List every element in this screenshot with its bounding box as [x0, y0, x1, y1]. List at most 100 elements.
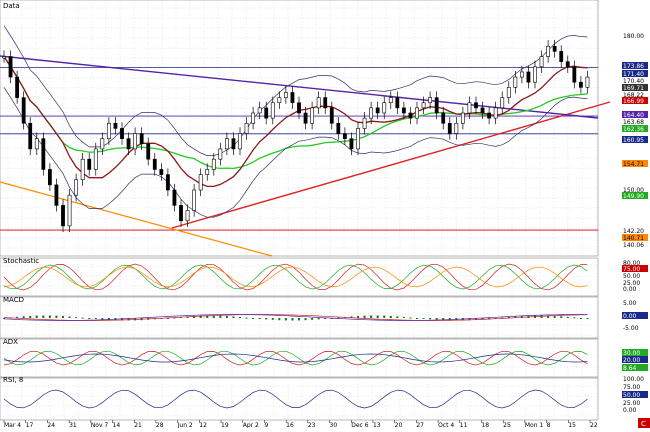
- indicator-label: 20.00: [623, 357, 640, 364]
- macd-bar: [370, 315, 373, 318]
- candle: [428, 97, 433, 104]
- candle: [382, 102, 387, 114]
- corner-label[interactable]: C: [641, 420, 646, 428]
- macd-bar: [350, 316, 353, 318]
- moving-average-purple: [0, 55, 599, 119]
- macd-bar: [75, 317, 78, 319]
- indicator-label-box: [622, 364, 648, 371]
- x-tick-label: 23: [308, 422, 316, 428]
- adx-line: [3, 353, 588, 363]
- indicator-label: 50.00: [623, 392, 640, 399]
- x-tick-label: 21: [134, 422, 142, 428]
- candle: [113, 122, 118, 129]
- macd-bar: [298, 318, 300, 321]
- price-label: 140.06: [623, 242, 644, 249]
- candle: [28, 122, 33, 150]
- candle: [533, 66, 537, 83]
- x-tick-label: 8: [547, 422, 551, 428]
- x-tick-label: Apr 2: [243, 422, 259, 428]
- macd-bar: [101, 318, 104, 320]
- candle: [539, 56, 544, 68]
- price-label-box: [622, 97, 648, 104]
- macd-bar: [337, 317, 340, 319]
- indicator-label-box: [622, 299, 648, 306]
- macd-bar: [330, 318, 333, 319]
- macd-bar: [357, 315, 359, 318]
- macd-bar: [291, 318, 294, 321]
- price-label-box: [622, 62, 648, 69]
- candle: [303, 112, 308, 124]
- macd-bar: [3, 318, 5, 319]
- macd-bar: [547, 315, 550, 318]
- price-label-box: [622, 118, 648, 125]
- x-tick-label: 25: [503, 422, 511, 428]
- candle: [290, 92, 295, 104]
- adx-plus: [3, 350, 588, 366]
- price-label-box: [622, 234, 648, 241]
- indicator-label: 75.00: [623, 384, 640, 391]
- candle: [152, 158, 157, 170]
- price-label: 171.40: [623, 71, 644, 78]
- price-label-box: [622, 227, 648, 234]
- candle: [133, 133, 138, 150]
- candle: [270, 102, 275, 119]
- stochastic-d: [3, 264, 588, 290]
- candle: [441, 112, 446, 124]
- candle: [323, 97, 328, 109]
- x-tick-label: Nov 7: [91, 422, 109, 428]
- x-tick-label: 15: [568, 422, 576, 428]
- macd-bar: [579, 318, 582, 319]
- macd-bar: [232, 316, 235, 318]
- macd-bar: [560, 316, 563, 318]
- panel-title-stochastic: Stochastic: [3, 257, 39, 265]
- macd-bar: [166, 318, 169, 319]
- corner-badge[interactable]: [638, 418, 650, 428]
- macd-bar: [586, 318, 589, 319]
- macd-bar: [284, 318, 287, 321]
- candle: [106, 122, 111, 139]
- macd-bar: [81, 317, 84, 319]
- price-label-box: [622, 160, 648, 167]
- price-tick: 180.00: [623, 33, 644, 40]
- indicator-label: -5.00: [623, 325, 639, 332]
- x-tick-label: Oct 4: [438, 422, 454, 428]
- macd-bar: [173, 317, 176, 319]
- x-tick-label: 28: [156, 422, 164, 428]
- panel-title-rsi: RSI, 8: [3, 376, 23, 384]
- candle: [415, 107, 419, 119]
- candle: [172, 189, 177, 206]
- macd-bar: [258, 318, 261, 319]
- price-label-box: [622, 70, 648, 77]
- indicator-label: 30.00: [623, 350, 640, 357]
- panel-frame: [0, 296, 599, 339]
- candle: [80, 158, 85, 181]
- x-tick-label: 31: [69, 422, 77, 428]
- indicator-label-box: [622, 391, 648, 398]
- macd-bar: [317, 318, 320, 320]
- stochastic-slow: [3, 266, 588, 288]
- macd-bar: [245, 317, 248, 319]
- x-tick-label: 19: [221, 422, 229, 428]
- macd-bar: [206, 315, 209, 318]
- panel-frame: [0, 0, 599, 257]
- candle: [100, 138, 105, 150]
- macd-bar: [442, 318, 445, 321]
- x-tick-label: 13: [373, 422, 381, 428]
- panel-title-adx: ADX: [3, 338, 18, 346]
- candle: [54, 184, 59, 206]
- indicator-label-box: [622, 356, 648, 363]
- candle: [519, 71, 524, 78]
- price-label: 162.36: [623, 126, 644, 133]
- candle: [244, 122, 249, 134]
- candle: [506, 87, 511, 98]
- panel-title-macd: MACD: [3, 296, 24, 304]
- indicator-label-box: [622, 406, 648, 413]
- candle: [546, 45, 551, 57]
- x-tick-label: Mon 1: [525, 422, 544, 428]
- macd-bar: [278, 318, 281, 321]
- candle: [251, 112, 256, 124]
- candle: [93, 148, 98, 170]
- macd-bar: [566, 316, 569, 318]
- macd-bar: [507, 317, 510, 319]
- candle: [421, 102, 426, 109]
